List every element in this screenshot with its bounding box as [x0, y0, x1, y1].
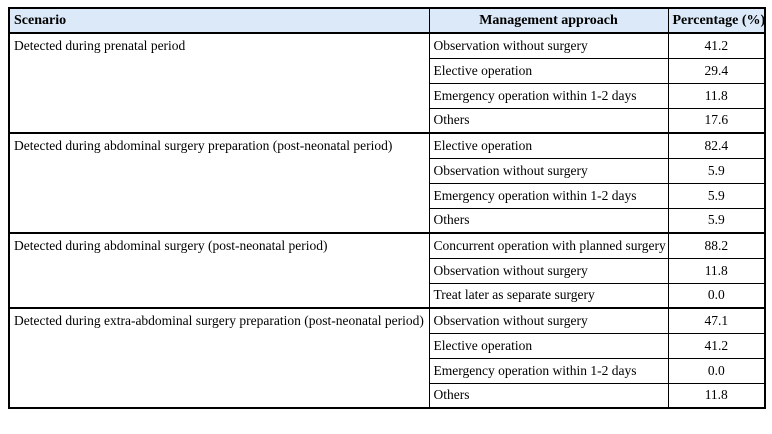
percentage-cell: 11.8 — [667, 82, 766, 109]
scenario-cell: Detected during prenatal period — [8, 32, 430, 134]
percentage-cell: 5.9 — [667, 207, 766, 234]
management-approach-table: Scenario Management approach Percentage … — [8, 7, 766, 409]
approach-cell: Others — [428, 107, 669, 134]
table-row: Others 11.8 — [9, 382, 766, 409]
approach-cell: Elective operation — [428, 132, 669, 159]
approach-cell: Observation without surgery — [428, 157, 669, 184]
table-row: Observation without surgery 5.9 — [9, 157, 766, 184]
table-row: Emergency operation within 1-2 days 0.0 — [9, 357, 766, 384]
approach-cell: Elective operation — [428, 57, 669, 84]
scenario-cell: Detected during extra-abdominal surgery … — [8, 307, 430, 409]
approach-cell: Observation without surgery — [428, 307, 669, 334]
percentage-cell: 47.1 — [667, 307, 766, 334]
table-row: Detected during extra-abdominal surgery … — [8, 307, 766, 409]
scenario-cell: Detected during abdominal surgery prepar… — [8, 132, 430, 234]
percentage-cell: 0.0 — [667, 357, 766, 384]
percentage-cell: 11.8 — [667, 257, 766, 284]
header-scenario: Scenario — [8, 7, 430, 34]
percentage-cell: 29.4 — [667, 57, 766, 84]
percentage-cell: 41.2 — [667, 32, 766, 59]
approach-cell: Treat later as separate surgery — [428, 282, 669, 309]
approach-cell: Elective operation — [428, 332, 669, 359]
percentage-cell: 5.9 — [667, 182, 766, 209]
percentage-cell: 82.4 — [667, 132, 766, 159]
table-row: Detected during abdominal surgery (post-… — [8, 232, 766, 309]
approach-cell: Others — [428, 382, 669, 409]
approach-cell: Emergency operation within 1-2 days — [428, 182, 669, 209]
table-row: Observation without surgery 11.8 — [9, 257, 766, 284]
table-row: Detected during prenatal period Observat… — [8, 32, 766, 134]
table-row: Detected during abdominal surgery prepar… — [8, 132, 766, 234]
approach-cell: Emergency operation within 1-2 days — [428, 357, 669, 384]
approach-cell: Observation without surgery — [428, 32, 669, 59]
table-row: Others 17.6 — [9, 107, 766, 134]
scenario-cell: Detected during abdominal surgery (post-… — [8, 232, 430, 309]
table-row: Treat later as separate surgery 0.0 — [9, 282, 766, 309]
table-row: Others 5.9 — [9, 207, 766, 234]
percentage-cell: 11.8 — [667, 382, 766, 409]
approach-cell: Emergency operation within 1-2 days — [428, 82, 669, 109]
approach-cell: Observation without surgery — [428, 257, 669, 284]
approach-cell: Concurrent operation with planned surger… — [428, 232, 669, 259]
table-header-row: Scenario Management approach Percentage … — [8, 7, 766, 34]
table-row: Elective operation 41.2 — [9, 332, 766, 359]
approach-cell: Others — [428, 207, 669, 234]
percentage-cell: 88.2 — [667, 232, 766, 259]
table-container: Scenario Management approach Percentage … — [8, 7, 766, 409]
percentage-cell: 5.9 — [667, 157, 766, 184]
percentage-cell: 17.6 — [667, 107, 766, 134]
percentage-cell: 41.2 — [667, 332, 766, 359]
table-row: Elective operation 29.4 — [9, 57, 766, 84]
header-management-approach: Management approach — [428, 7, 669, 34]
table-row: Emergency operation within 1-2 days 5.9 — [9, 182, 766, 209]
header-percentage: Percentage (%) — [667, 7, 766, 34]
percentage-cell: 0.0 — [667, 282, 766, 309]
